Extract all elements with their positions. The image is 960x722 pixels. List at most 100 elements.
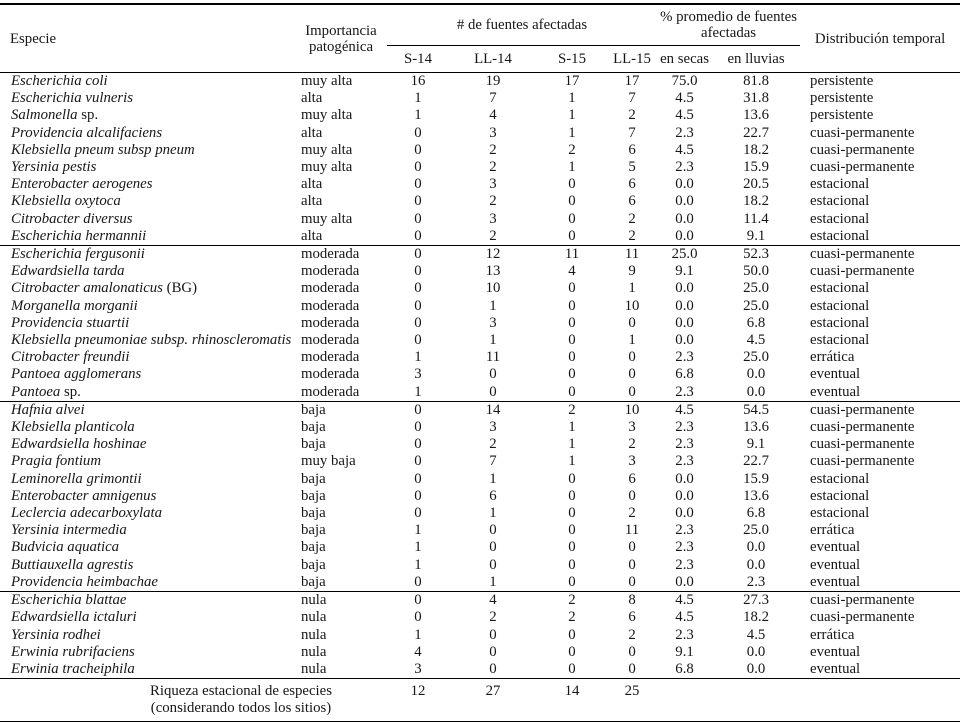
affected-sources-count-ll14-cell: 7 [489, 453, 497, 470]
affected-sources-count-s15-cell: 0 [568, 193, 576, 210]
temporal-distribution-cell: estacional [810, 470, 870, 487]
species-row: Escherichia hermannii alta 0 2 0 2 0.0 9.1 estac… [0, 228, 960, 246]
avg-percent-lluvias-cell: 9.1 [746, 436, 766, 453]
temporal-distribution-cell: estacional [810, 332, 870, 349]
footer-value-s14: 12 [410, 683, 426, 700]
species-name-italic: Escherichia vulneris [11, 90, 134, 107]
species-row: Citrobacter amalonaticus (BG) moderada 0 10… [0, 280, 960, 297]
pathogenic-importance-cell: baja [301, 539, 326, 556]
affected-sources-count-ll15-cell: 1 [628, 280, 636, 297]
species-name-italic: Providencia stuartii [11, 314, 130, 331]
affected-sources-count-s15-cell: 0 [568, 505, 576, 522]
species-name-cell: Enterobacter amnigenus [0, 488, 295, 505]
affected-sources-count-ll14-cell: 0 [489, 366, 497, 383]
pathogenic-importance-cell: moderada [301, 297, 360, 314]
affected-sources-count-s14-cell: 0 [414, 592, 422, 609]
pathogenic-importance-cell: alta [301, 124, 323, 141]
affected-sources-count-s14-cell: 0 [414, 332, 422, 349]
species-name-cell: Morganella morganii [0, 298, 295, 315]
species-row: Escherichia coli muy alta 16 19 17 17 75.0 81.8… [0, 73, 960, 91]
avg-percent-secas-cell: 0.0 [675, 487, 694, 504]
avg-percent-secas-cell: 2.3 [675, 419, 694, 436]
species-row: Providencia stuartii moderada 0 3 0 0 0.0 6.8 es… [0, 315, 960, 332]
pathogenic-importance-cell: nula [301, 592, 327, 609]
affected-sources-count-ll14-cell: 2 [489, 609, 497, 626]
pathogenic-importance-cell: nula [301, 626, 327, 643]
species-row: Klebsiella oxytoca alta 0 2 0 6 0.0 18.2 estacio… [0, 193, 960, 210]
pathogenic-importance-cell: moderada [301, 332, 360, 349]
affected-sources-count-ll14-cell: 0 [489, 643, 497, 660]
temporal-distribution-cell: errática [810, 626, 855, 643]
affected-sources-count-ll14-cell: 10 [485, 280, 501, 297]
species-row: Erwinia tracheiphila nula 3 0 0 0 6.8 0.0 eventu… [0, 661, 960, 679]
affected-sources-count-s15-cell: 0 [568, 470, 576, 487]
affected-sources-count-ll15-cell: 3 [628, 419, 636, 436]
affected-sources-count-s15-cell: 1 [568, 419, 576, 436]
species-name-italic: Erwinia tracheiphila [11, 660, 135, 677]
affected-sources-count-s14-cell: 0 [414, 246, 422, 263]
affected-sources-count-s14-cell: 0 [414, 573, 422, 590]
species-name-cell: Salmonella sp. [0, 107, 295, 124]
affected-sources-count-ll14-cell: 3 [489, 314, 497, 331]
temporal-distribution-cell: cuasi-permanente [810, 159, 915, 176]
affected-sources-count-s15-cell: 0 [568, 556, 576, 573]
affected-sources-count-s15-cell: 0 [568, 487, 576, 504]
pathogenic-importance-cell: muy alta [301, 210, 353, 227]
col-header-en-secas: en secas [657, 45, 713, 73]
affected-sources-count-ll15-cell: 3 [628, 453, 636, 470]
affected-sources-count-ll14-cell: 2 [489, 436, 497, 453]
avg-percent-secas-cell: 2.3 [675, 539, 694, 556]
affected-sources-count-s14-cell: 3 [414, 366, 422, 383]
affected-sources-count-ll14-cell: 6 [489, 487, 497, 504]
affected-sources-count-s15-cell: 0 [568, 626, 576, 643]
affected-sources-count-s15-cell: 0 [568, 210, 576, 227]
avg-percent-lluvias-cell: 25.0 [743, 280, 769, 297]
affected-sources-count-s14-cell: 0 [414, 176, 422, 193]
temporal-distribution-cell: errática [810, 349, 855, 366]
species-name-italic: Budvicia aquatica [11, 539, 120, 556]
avg-percent-lluvias-cell: 13.6 [743, 419, 769, 436]
pathogenic-importance-cell: baja [301, 436, 326, 453]
affected-sources-count-s15-cell: 0 [568, 314, 576, 331]
avg-percent-secas-cell: 2.3 [675, 124, 694, 141]
species-row: Buttiauxella agrestis baja 1 0 0 0 2.3 0.0 event… [0, 557, 960, 574]
species-name-cell: Escherichia coli [0, 73, 295, 91]
footer-empty-distribucion [800, 679, 960, 722]
affected-sources-count-ll15-cell: 2 [628, 210, 636, 227]
species-name-italic: Escherichia hermannii [11, 227, 147, 244]
affected-sources-count-ll14-cell: 2 [489, 193, 497, 210]
pathogenic-importance-cell: muy alta [301, 141, 353, 158]
footer-value-ll14: 27 [485, 683, 501, 700]
avg-percent-lluvias-cell: 0.0 [746, 539, 766, 556]
avg-percent-lluvias-cell: 6.8 [746, 505, 766, 522]
avg-percent-lluvias-cell: 0.0 [746, 383, 766, 400]
species-row: Leminorella grimontii baja 0 1 0 6 0.0 15.9 esta… [0, 471, 960, 488]
col-header-distribucion: Distribución temporal [800, 4, 960, 73]
species-row: Klebsiella pneumoniae subsp. rhinosclero… [0, 332, 960, 349]
pathogenic-importance-cell: nula [301, 643, 327, 660]
pathogenic-importance-cell: baja [301, 505, 326, 522]
species-row: Morganella morganii moderada 0 1 0 10 0.0 25.0 e… [0, 298, 960, 315]
affected-sources-count-s14-cell: 1 [414, 90, 422, 107]
affected-sources-count-ll14-cell: 1 [489, 470, 497, 487]
avg-percent-secas-cell: 9.1 [675, 263, 694, 280]
species-name-cell: Klebsiella pneum subsp pneum [0, 142, 295, 159]
affected-sources-count-s14-cell: 0 [414, 227, 422, 244]
species-group-importancia-alta: Escherichia coli muy alta 16 19 17 17 75.0 81.8… [0, 72, 960, 246]
affected-sources-count-s14-cell: 16 [410, 73, 426, 89]
species-name-cell: Hafnia alvei [0, 401, 295, 419]
species-name-cell: Yersinia intermedia [0, 522, 295, 539]
species-name-italic: Providencia heimbachae [11, 573, 158, 590]
affected-sources-count-ll15-cell: 6 [628, 193, 636, 210]
affected-sources-count-ll14-cell: 3 [489, 124, 497, 141]
species-name-cell: Edwardsiella tarda [0, 263, 295, 280]
species-row: Escherichia vulneris alta 1 7 1 7 4.5 31.8 persi… [0, 90, 960, 107]
affected-sources-count-s14-cell: 0 [414, 263, 422, 280]
species-row: Escherichia fergusonii moderada 0 12 11 11 25.… [0, 246, 960, 264]
temporal-distribution-cell: eventual [810, 556, 861, 573]
species-name-italic: Enterobacter aerogenes [11, 176, 153, 193]
affected-sources-count-ll15-cell: 6 [628, 176, 636, 193]
affected-sources-count-ll15-cell: 10 [624, 401, 640, 418]
affected-sources-count-ll15-cell: 0 [628, 556, 636, 573]
species-name-cell: Escherichia vulneris [0, 90, 295, 107]
